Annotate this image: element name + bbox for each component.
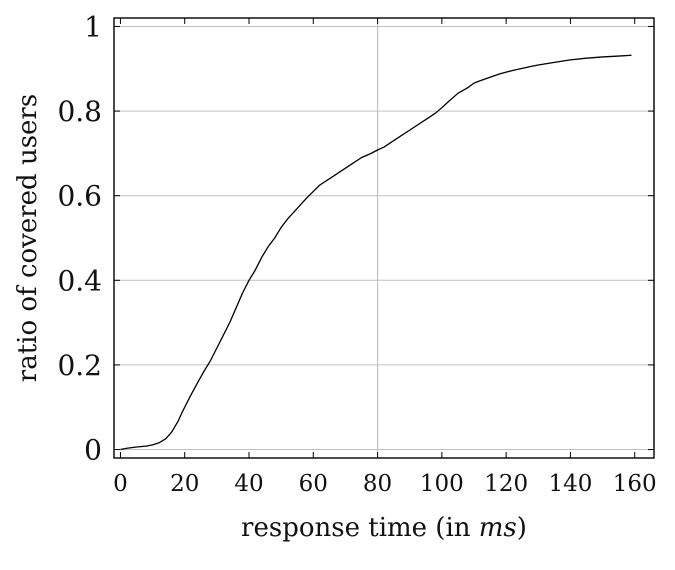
y-tick-label: 0.8 (57, 95, 102, 128)
x-tick-label: 80 (363, 471, 392, 497)
x-tick-label: 100 (420, 471, 464, 497)
plot-frame (113, 17, 655, 459)
series-layer (120, 54, 632, 451)
grid (114, 18, 654, 458)
x-tick-label: 0 (113, 471, 128, 497)
x-tick-label: 160 (613, 471, 657, 497)
x-tick-label: 120 (484, 471, 528, 497)
y-tick-label: 0.6 (57, 180, 102, 213)
y-tick-label: 0 (84, 434, 102, 467)
y-tick-label: 0.2 (57, 349, 102, 382)
y-axis-title: ratio of covered users (13, 94, 43, 382)
series-line (120, 54, 632, 451)
y-tick-label: 0.4 (57, 264, 102, 297)
x-axis: 0 20 40 60 80 100 120 140 160 (113, 18, 657, 497)
x-tick-label: 20 (170, 471, 199, 497)
y-axis: 0 0.2 0.4 0.6 0.8 1 (57, 10, 654, 467)
y-tick-label: 1 (84, 10, 102, 43)
x-tick-label: 40 (234, 471, 263, 497)
x-tick-label: 60 (299, 471, 328, 497)
x-axis-title: response time (in ms) (241, 513, 527, 543)
x-tick-label: 140 (548, 471, 592, 497)
